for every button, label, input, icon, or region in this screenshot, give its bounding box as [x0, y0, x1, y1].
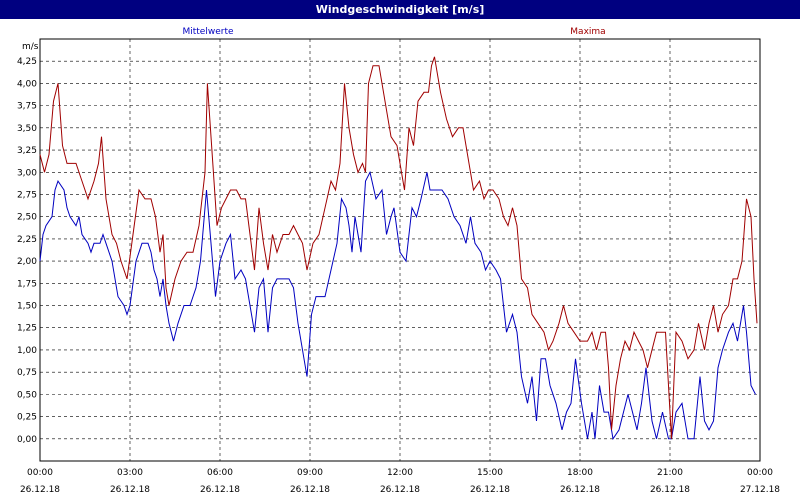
- x-tick-time: 09:00: [297, 468, 323, 478]
- window-title: Windgeschwindigkeit [m/s]: [0, 0, 800, 19]
- y-axis-label: m/s: [22, 42, 39, 52]
- axis-ticks: 0,00 0,25 0,50 0,75 1,00 1,25 1,50 1,75 2,00 2,25…: [17, 57, 780, 495]
- y-tick-label: 0,75: [17, 368, 37, 378]
- x-tick-time: 12:00: [387, 468, 413, 478]
- series-lines: [39, 56, 758, 441]
- y-tick-label: 4,00: [17, 79, 37, 89]
- y-tick-label: 3,75: [17, 102, 37, 112]
- grid-lines: [40, 39, 760, 461]
- y-tick-label: 3,25: [17, 146, 37, 156]
- y-tick-label: 2,25: [17, 235, 37, 245]
- x-tick-time: 18:00: [567, 468, 593, 478]
- y-tick-label: 3,50: [17, 124, 37, 134]
- y-tick-label: 4,25: [17, 57, 37, 67]
- x-tick-date: 26.12.18: [200, 485, 240, 495]
- plot-frame: [39, 38, 761, 462]
- series-line-mittelwerte: [39, 170, 756, 441]
- y-tick-label: 1,00: [17, 346, 37, 356]
- y-tick-label: 1,75: [17, 279, 37, 289]
- x-tick-date: 27.12.18: [740, 485, 780, 495]
- x-tick-date: 26.12.18: [110, 485, 150, 495]
- x-tick-date: 26.12.18: [290, 485, 330, 495]
- series-line-maxima: [39, 56, 758, 439]
- y-tick-label: 3,00: [17, 168, 37, 178]
- x-tick-date: 26.12.18: [650, 485, 690, 495]
- y-tick-label: 1,25: [17, 324, 37, 334]
- legend-maxima: Maxima: [570, 27, 605, 37]
- y-tick-label: 1,50: [17, 302, 37, 312]
- x-tick-date: 26.12.18: [470, 485, 510, 495]
- y-tick-label: 2,50: [17, 213, 37, 223]
- wind-speed-chart: m/s Mittelwerte Maxima 0,00 0,25 0,50 0,75 1…: [17, 27, 780, 495]
- y-tick-label: 2,75: [17, 190, 37, 200]
- x-tick-time: 00:00: [747, 468, 773, 478]
- y-tick-label: 0,50: [17, 390, 37, 400]
- x-tick-time: 00:00: [27, 468, 53, 478]
- x-tick-time: 03:00: [117, 468, 143, 478]
- x-tick-date: 26.12.18: [380, 485, 420, 495]
- x-tick-time: 15:00: [477, 468, 503, 478]
- x-tick-time: 21:00: [657, 468, 683, 478]
- y-tick-label: 2,00: [17, 257, 37, 267]
- x-tick-date: 26.12.18: [560, 485, 600, 495]
- legend-mittelwerte: Mittelwerte: [182, 27, 233, 37]
- x-tick-date: 26.12.18: [20, 485, 60, 495]
- y-tick-label: 0,25: [17, 413, 37, 423]
- x-tick-time: 06:00: [207, 468, 233, 478]
- y-tick-label: 0,00: [17, 435, 37, 445]
